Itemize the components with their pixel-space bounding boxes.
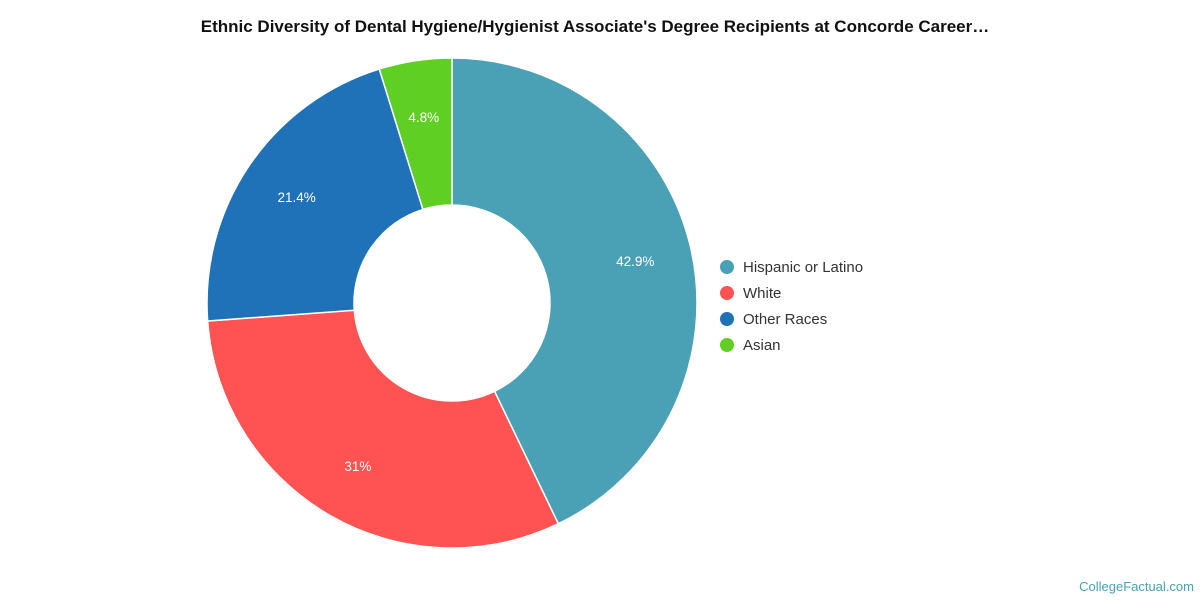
slice-white[interactable] [206,309,560,549]
legend-item-other-races[interactable]: Other Races [720,306,863,332]
legend-marker [720,260,734,274]
legend-item-white[interactable]: White [720,280,863,306]
legend-label: Asian [743,336,781,354]
slice-value-label: 4.8% [408,110,439,125]
slice-hispanic-or-latino[interactable] [451,57,698,525]
slice-other-races[interactable] [206,68,424,322]
legend-item-hispanic-or-latino[interactable]: Hispanic or Latino [720,254,863,280]
chart-legend: Hispanic or Latino White Other Races Asi… [720,254,863,358]
slice-asian[interactable] [378,57,453,211]
legend-label: Other Races [743,310,828,328]
chart-title: Ethnic Diversity of Dental Hygiene/Hygie… [200,17,990,36]
slice-value-label: 42.9% [616,254,654,269]
legend-item-asian[interactable]: Asian [720,332,863,358]
legend-marker [720,312,734,326]
legend-marker [720,338,734,352]
source-credit-link[interactable]: CollegeFactual.com [1079,579,1194,594]
legend-label: White [743,284,782,302]
legend-marker [720,286,734,300]
legend-label: Hispanic or Latino [743,258,864,276]
slice-value-label: 31% [344,459,371,474]
slice-value-label: 21.4% [277,190,315,205]
